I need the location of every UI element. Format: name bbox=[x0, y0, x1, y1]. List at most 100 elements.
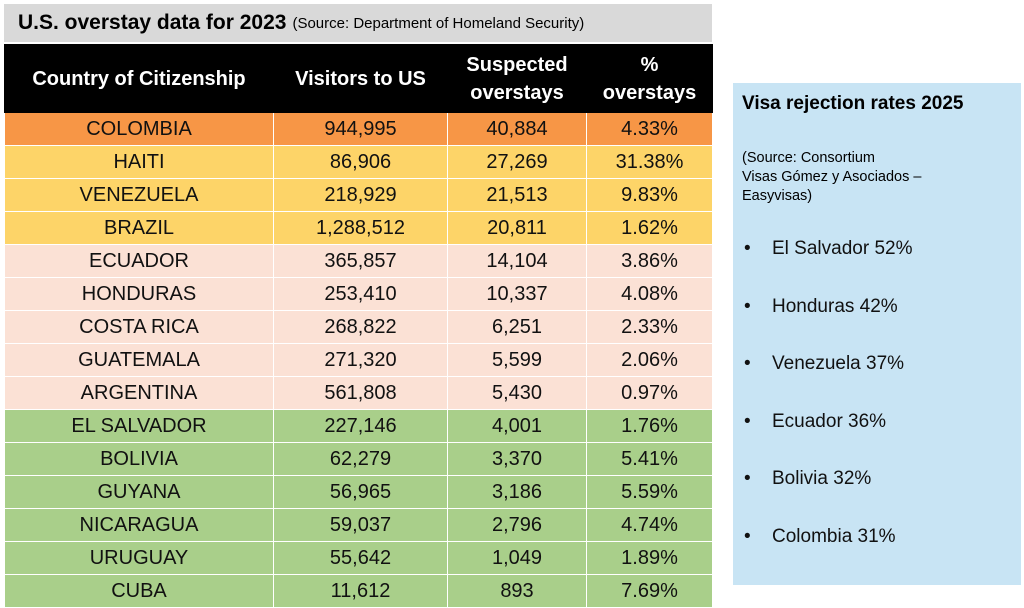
visa-rejection-list: • El Salvador 52% • Honduras 42% • Venezuela … bbox=[742, 238, 1021, 583]
visa-rejection-panel: Visa rejection rates 2025 (Source: Conso… bbox=[733, 83, 1021, 585]
country-cell: BOLIVIA bbox=[4, 442, 274, 476]
visa-source-line: Visas Gómez y Asociados – bbox=[742, 169, 922, 185]
country-cell: COLOMBIA bbox=[4, 112, 274, 146]
visitors-cell: 62,279 bbox=[273, 442, 448, 476]
visitors-cell: 268,822 bbox=[273, 310, 448, 344]
visa-rejection-item: • Colombia 31% bbox=[742, 526, 1021, 584]
column-header-overstays-line-2: overstays bbox=[470, 81, 564, 104]
table-row: BOLIVIA 62,279 3,370 5.41% bbox=[4, 442, 713, 476]
overstays-cell: 1,049 bbox=[447, 541, 587, 575]
visitors-cell: 271,320 bbox=[273, 343, 448, 377]
visa-rejection-item: • Venezuela 37% bbox=[742, 353, 1021, 411]
overstays-cell: 4,001 bbox=[447, 409, 587, 443]
percent-cell: 0.97% bbox=[586, 376, 713, 410]
country-cell: ARGENTINA bbox=[4, 376, 274, 410]
visitors-cell: 227,146 bbox=[273, 409, 448, 443]
bullet-icon: • bbox=[744, 410, 751, 432]
visitors-cell: 55,642 bbox=[273, 541, 448, 575]
visa-rejection-item: • Bolivia 32% bbox=[742, 468, 1021, 526]
table-row: VENEZUELA 218,929 21,513 9.83% bbox=[4, 178, 713, 212]
overstays-cell: 40,884 bbox=[447, 112, 587, 146]
overstays-cell: 27,269 bbox=[447, 145, 587, 179]
table-row: COLOMBIA 944,995 40,884 4.33% bbox=[4, 112, 713, 146]
column-header-country-label: Country of Citizenship bbox=[32, 67, 246, 90]
bullet-icon: • bbox=[744, 525, 751, 547]
column-header-percent-line-2: overstays bbox=[602, 81, 697, 104]
visa-rejection-item: • Ecuador 36% bbox=[742, 411, 1021, 469]
column-header-country: Country of Citizenship bbox=[4, 44, 274, 113]
visitors-cell: 365,857 bbox=[273, 244, 448, 278]
bullet-icon: • bbox=[744, 468, 751, 489]
overstays-cell: 3,186 bbox=[447, 475, 587, 509]
table-row: ECUADOR 365,857 14,104 3.86% bbox=[4, 244, 713, 278]
country-cell: COSTA RICA bbox=[4, 310, 274, 344]
percent-cell: 7.69% bbox=[586, 574, 713, 608]
table-row: CUBA 11,612 893 7.69% bbox=[4, 574, 713, 608]
column-header-overstays: Suspected overstays bbox=[447, 44, 587, 113]
table-row: HAITI 86,906 27,269 31.38% bbox=[4, 145, 713, 179]
country-cell: HONDURAS bbox=[4, 277, 274, 311]
visa-rejection-item-text: Ecuador 36% bbox=[772, 410, 887, 432]
country-cell: CUBA bbox=[4, 574, 274, 608]
visa-rejection-title: Visa rejection rates 2025 bbox=[742, 93, 964, 114]
column-header-visitors: Visitors to US bbox=[273, 44, 448, 113]
visa-rejection-item-text: Colombia 31% bbox=[772, 525, 896, 547]
column-header-overstays-line-1: Suspected bbox=[466, 53, 568, 76]
column-header-visitors-label: Visitors to US bbox=[295, 67, 426, 90]
country-cell: GUYANA bbox=[4, 475, 274, 509]
percent-cell: 5.41% bbox=[586, 442, 713, 476]
overstays-cell: 893 bbox=[447, 574, 587, 608]
percent-cell: 4.33% bbox=[586, 112, 713, 146]
percent-cell: 31.38% bbox=[586, 145, 713, 179]
overstay-source: (Source: Department of Homeland Security… bbox=[292, 14, 585, 32]
overstays-cell: 3,370 bbox=[447, 442, 587, 476]
percent-cell: 1.89% bbox=[586, 541, 713, 575]
overstays-cell: 2,796 bbox=[447, 508, 587, 542]
overstays-cell: 21,513 bbox=[447, 178, 587, 212]
country-cell: HAITI bbox=[4, 145, 274, 179]
visitors-cell: 253,410 bbox=[273, 277, 448, 311]
overstays-cell: 6,251 bbox=[447, 310, 587, 344]
table-row: GUATEMALA 271,320 5,599 2.06% bbox=[4, 343, 713, 377]
visa-rejection-item-text: Bolivia 32% bbox=[772, 468, 872, 489]
bullet-icon: • bbox=[744, 353, 751, 374]
overstay-table-header-row: Country of Citizenship Visitors to US Su… bbox=[4, 44, 713, 113]
visa-rejection-item: • Honduras 42% bbox=[742, 296, 1021, 354]
country-cell: ECUADOR bbox=[4, 244, 274, 278]
visa-source-line: (Source: Consortium bbox=[742, 150, 875, 166]
overstay-table: Country of Citizenship Visitors to US Su… bbox=[4, 44, 713, 608]
country-cell: URUGUAY bbox=[4, 541, 274, 575]
visa-rejection-source: (Source: Consortium Visas Gómez y Asocia… bbox=[742, 149, 1012, 206]
country-cell: EL SALVADOR bbox=[4, 409, 274, 443]
percent-cell: 4.08% bbox=[586, 277, 713, 311]
country-cell: VENEZUELA bbox=[4, 178, 274, 212]
visitors-cell: 86,906 bbox=[273, 145, 448, 179]
table-row: NICARAGUA 59,037 2,796 4.74% bbox=[4, 508, 713, 542]
percent-cell: 2.33% bbox=[586, 310, 713, 344]
visitors-cell: 11,612 bbox=[273, 574, 448, 608]
column-header-percent-line-1: % bbox=[640, 53, 659, 76]
country-cell: BRAZIL bbox=[4, 211, 274, 245]
percent-cell: 2.06% bbox=[586, 343, 713, 377]
percent-cell: 4.74% bbox=[586, 508, 713, 542]
table-row: BRAZIL 1,288,512 20,811 1.62% bbox=[4, 211, 713, 245]
percent-cell: 1.62% bbox=[586, 211, 713, 245]
percent-cell: 9.83% bbox=[586, 178, 713, 212]
visa-rejection-item-text: El Salvador 52% bbox=[772, 238, 913, 259]
overstay-title-bar: U.S. overstay data for 2023 (Source: Dep… bbox=[4, 4, 712, 42]
overstays-cell: 5,430 bbox=[447, 376, 587, 410]
country-cell: NICARAGUA bbox=[4, 508, 274, 542]
table-row: GUYANA 56,965 3,186 5.59% bbox=[4, 475, 713, 509]
overstay-title: U.S. overstay data for 2023 bbox=[18, 11, 287, 34]
visitors-cell: 561,808 bbox=[273, 376, 448, 410]
overstays-cell: 20,811 bbox=[447, 211, 587, 245]
percent-cell: 5.59% bbox=[586, 475, 713, 509]
percent-cell: 3.86% bbox=[586, 244, 713, 278]
table-row: ARGENTINA 561,808 5,430 0.97% bbox=[4, 376, 713, 410]
visitors-cell: 59,037 bbox=[273, 508, 448, 542]
overstays-cell: 10,337 bbox=[447, 277, 587, 311]
visa-rejection-item-text: Venezuela 37% bbox=[772, 353, 905, 374]
visitors-cell: 944,995 bbox=[273, 112, 448, 146]
visitors-cell: 1,288,512 bbox=[273, 211, 448, 245]
visa-source-line: Easyvisas) bbox=[742, 188, 813, 204]
